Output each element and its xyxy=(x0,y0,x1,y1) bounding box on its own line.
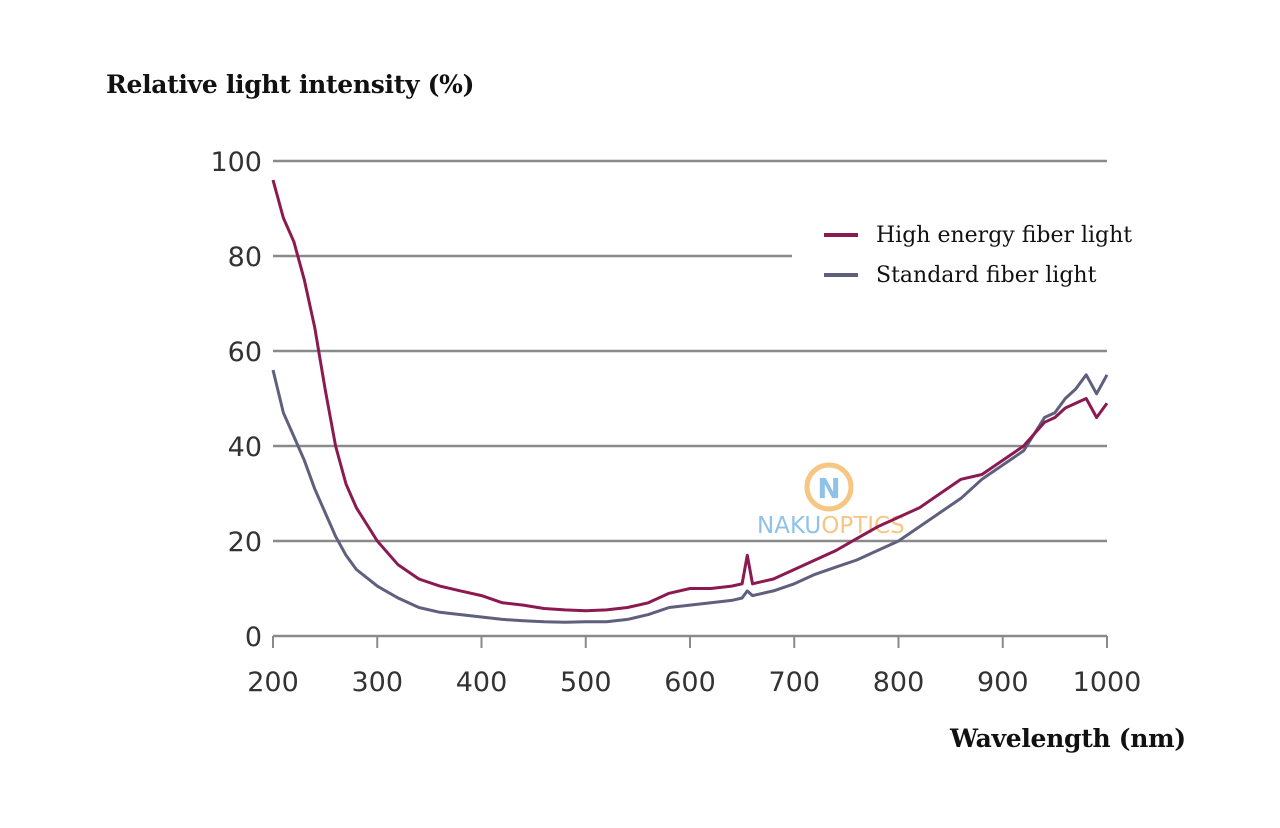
x-tick-label: 300 xyxy=(351,667,403,698)
x-tick-label: 700 xyxy=(768,667,820,698)
y-tick-label: 20 xyxy=(228,527,262,558)
x-tick-label: 400 xyxy=(456,667,508,698)
x-tick-label: 900 xyxy=(977,667,1029,698)
y-tick-label: 60 xyxy=(228,337,262,368)
x-tick-label: 200 xyxy=(247,667,299,698)
x-axis-label: Wavelength (nm) xyxy=(950,724,1186,753)
series-line-high-energy-fiber-light xyxy=(271,179,1109,613)
legend-label: Standard fiber light xyxy=(876,263,1097,288)
x-tick-label: 800 xyxy=(873,667,925,698)
y-tick-label: 100 xyxy=(210,147,262,178)
series-line-standard-fiber-light xyxy=(271,369,1109,624)
y-tick-label: 40 xyxy=(228,432,262,463)
y-tick-label: 0 xyxy=(245,622,262,653)
legend-label: High energy fiber light xyxy=(876,223,1132,248)
x-tick-label: 600 xyxy=(664,667,716,698)
svg-text:N: N xyxy=(817,472,840,505)
x-tick-label: 500 xyxy=(560,667,612,698)
y-tick-label: 80 xyxy=(228,242,262,273)
x-tick-label: 1000 xyxy=(1073,667,1142,698)
y-axis-label: Relative light intensity (%) xyxy=(106,70,475,99)
